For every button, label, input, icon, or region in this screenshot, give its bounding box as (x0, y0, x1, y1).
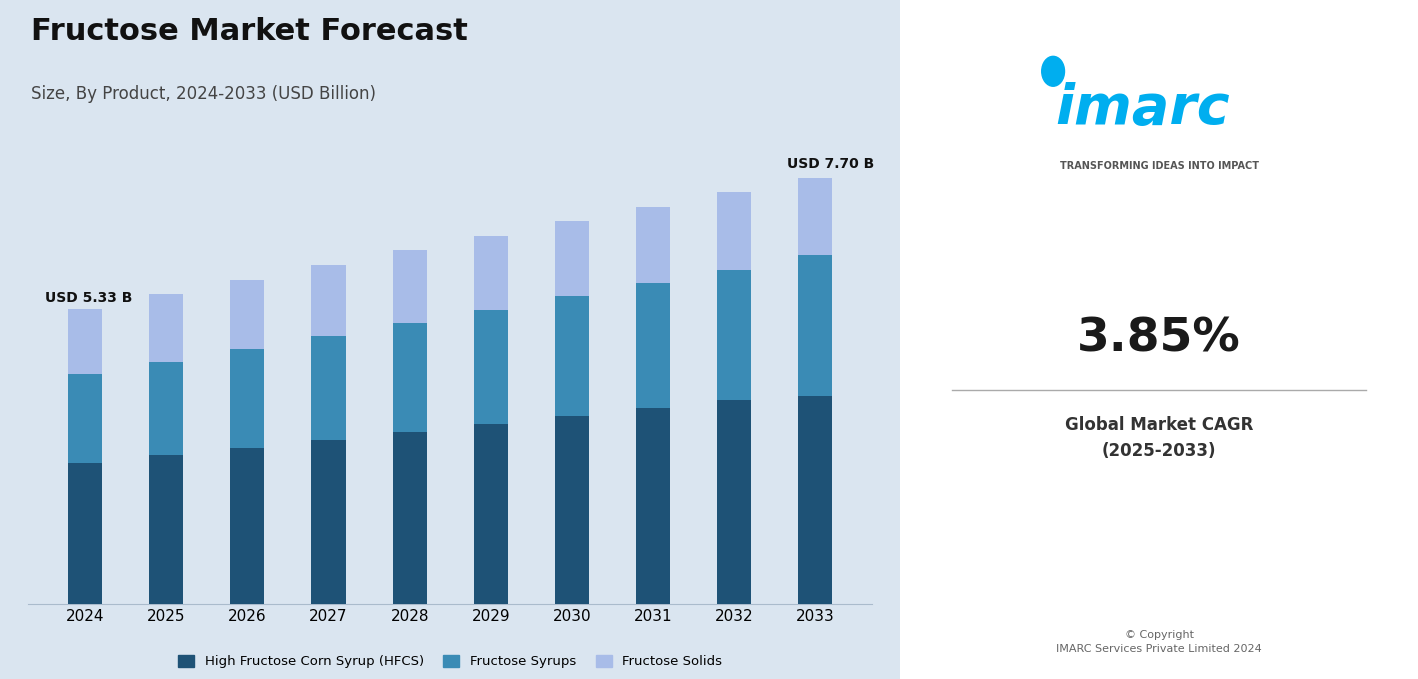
Bar (554, 296, 588, 416)
Bar (637, 283, 671, 408)
Text: © Copyright
IMARC Services Private Limited 2024: © Copyright IMARC Services Private Limit… (1056, 629, 1262, 654)
Bar (312, 265, 346, 336)
Bar (554, 416, 588, 604)
Bar (393, 251, 427, 323)
Bar (230, 280, 264, 349)
Bar (637, 206, 671, 283)
Bar (68, 463, 102, 604)
Bar (798, 177, 832, 255)
Bar (474, 310, 508, 424)
Bar (149, 361, 183, 455)
Bar (718, 400, 752, 604)
Circle shape (1042, 56, 1065, 86)
Bar (474, 236, 508, 310)
Bar (798, 397, 832, 604)
Bar (68, 309, 102, 374)
Text: USD 5.33 B: USD 5.33 B (44, 291, 132, 306)
Text: imarc: imarc (1055, 81, 1231, 136)
Bar (149, 294, 183, 361)
Bar (149, 455, 183, 604)
Legend: High Fructose Corn Syrup (HFCS), Fructose Syrups, Fructose Solids: High Fructose Corn Syrup (HFCS), Fructos… (173, 650, 727, 674)
Bar (474, 424, 508, 604)
Bar (68, 374, 102, 463)
Text: Size, By Product, 2024-2033 (USD Billion): Size, By Product, 2024-2033 (USD Billion… (31, 85, 376, 103)
Text: TRANSFORMING IDEAS INTO IMPACT: TRANSFORMING IDEAS INTO IMPACT (1059, 162, 1259, 171)
Bar (393, 323, 427, 432)
Bar (230, 447, 264, 604)
Bar (798, 255, 832, 397)
Bar (312, 440, 346, 604)
Bar (393, 432, 427, 604)
Bar (718, 270, 752, 400)
Text: USD 7.70 B: USD 7.70 B (787, 157, 873, 170)
Text: Global Market CAGR
(2025-2033): Global Market CAGR (2025-2033) (1065, 416, 1254, 460)
Text: 3.85%: 3.85% (1078, 317, 1241, 362)
Bar (718, 192, 752, 270)
Text: Fructose Market Forecast: Fructose Market Forecast (31, 17, 468, 46)
Bar (312, 336, 346, 440)
Bar (554, 221, 588, 296)
Bar (637, 408, 671, 604)
Bar (230, 349, 264, 447)
